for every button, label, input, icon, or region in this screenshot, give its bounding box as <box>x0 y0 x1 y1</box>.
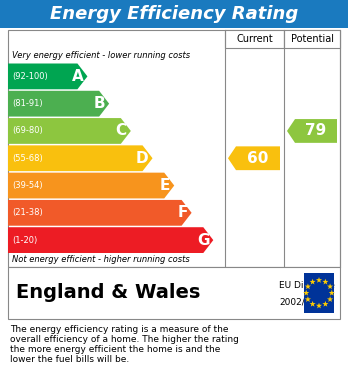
Polygon shape <box>329 290 335 296</box>
Polygon shape <box>316 303 322 308</box>
Polygon shape <box>8 63 87 89</box>
Polygon shape <box>310 301 316 307</box>
Text: (55-68): (55-68) <box>12 154 43 163</box>
Text: B: B <box>94 96 105 111</box>
Text: F: F <box>177 205 188 220</box>
Polygon shape <box>287 119 337 143</box>
Polygon shape <box>303 290 309 296</box>
Polygon shape <box>8 118 131 144</box>
Polygon shape <box>305 283 311 289</box>
Text: (69-80): (69-80) <box>12 126 43 135</box>
Text: Very energy efficient - lower running costs: Very energy efficient - lower running co… <box>12 50 190 59</box>
Text: (39-54): (39-54) <box>12 181 42 190</box>
Text: (92-100): (92-100) <box>12 72 48 81</box>
Text: The energy efficiency rating is a measure of the: The energy efficiency rating is a measur… <box>10 325 229 334</box>
Text: A: A <box>72 69 84 84</box>
Text: 60: 60 <box>247 151 269 166</box>
Polygon shape <box>8 91 109 117</box>
Text: Not energy efficient - higher running costs: Not energy efficient - higher running co… <box>12 255 190 264</box>
Text: D: D <box>136 151 149 166</box>
Text: (21-38): (21-38) <box>12 208 43 217</box>
Polygon shape <box>310 279 316 285</box>
Text: 79: 79 <box>306 124 327 138</box>
Polygon shape <box>8 145 152 171</box>
Polygon shape <box>228 146 280 170</box>
Polygon shape <box>8 227 213 253</box>
Text: (81-91): (81-91) <box>12 99 42 108</box>
Text: the more energy efficient the home is and the: the more energy efficient the home is an… <box>10 345 220 354</box>
Polygon shape <box>322 301 329 307</box>
Text: C: C <box>116 124 127 138</box>
Text: overall efficiency of a home. The higher the rating: overall efficiency of a home. The higher… <box>10 335 239 344</box>
Text: E: E <box>160 178 170 193</box>
Polygon shape <box>327 283 333 289</box>
Polygon shape <box>305 296 311 302</box>
Text: G: G <box>197 233 209 248</box>
Polygon shape <box>8 173 174 198</box>
Text: EU Directive: EU Directive <box>279 281 335 290</box>
Polygon shape <box>8 200 192 226</box>
Text: Current: Current <box>236 34 273 44</box>
Bar <box>304 273 334 313</box>
Text: Potential: Potential <box>291 34 333 44</box>
Polygon shape <box>327 296 333 302</box>
Bar <box>8 30 340 267</box>
Text: 2002/91/EC: 2002/91/EC <box>279 298 331 307</box>
Bar <box>8 267 340 319</box>
Text: England & Wales: England & Wales <box>16 283 200 303</box>
Bar <box>284 30 340 48</box>
Text: (1-20): (1-20) <box>12 236 37 245</box>
Polygon shape <box>322 279 329 285</box>
Text: lower the fuel bills will be.: lower the fuel bills will be. <box>10 355 129 364</box>
Bar <box>0 0 348 28</box>
Text: Energy Efficiency Rating: Energy Efficiency Rating <box>50 5 298 23</box>
Bar <box>225 30 284 48</box>
Polygon shape <box>316 277 322 283</box>
